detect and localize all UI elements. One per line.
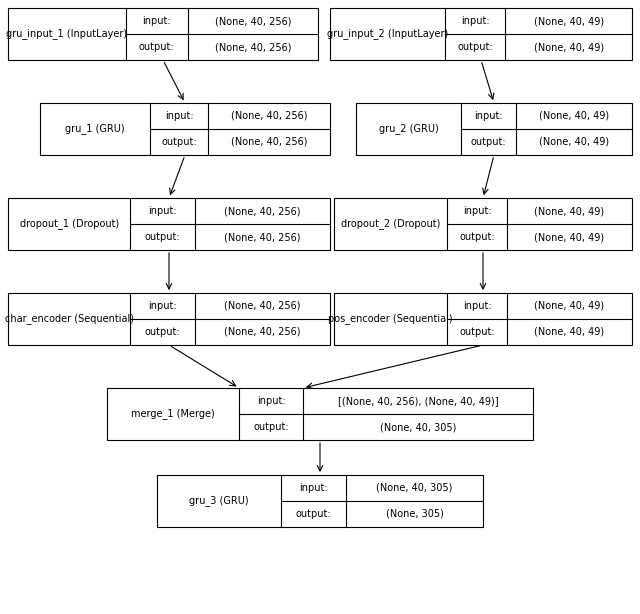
Text: char_encoder (Sequential): char_encoder (Sequential) xyxy=(4,314,134,324)
Text: output:: output: xyxy=(460,232,495,242)
Bar xyxy=(356,103,632,155)
Text: output:: output: xyxy=(161,137,197,147)
Text: merge_1 (Merge): merge_1 (Merge) xyxy=(131,408,215,419)
Text: gru_2 (GRU): gru_2 (GRU) xyxy=(379,123,438,134)
Text: (None, 40, 49): (None, 40, 49) xyxy=(534,16,604,26)
Text: dropout_1 (Dropout): dropout_1 (Dropout) xyxy=(20,219,119,230)
Text: output:: output: xyxy=(296,509,332,519)
Text: input:: input: xyxy=(461,16,489,26)
Bar xyxy=(107,388,533,440)
Text: (None, 40, 49): (None, 40, 49) xyxy=(534,327,605,337)
Text: input:: input: xyxy=(463,301,492,311)
Text: input:: input: xyxy=(299,483,328,493)
Text: gru_3 (GRU): gru_3 (GRU) xyxy=(189,495,249,507)
Bar xyxy=(8,8,318,60)
Text: input:: input: xyxy=(463,206,492,216)
Text: output:: output: xyxy=(145,232,180,242)
Text: input:: input: xyxy=(148,206,177,216)
Text: (None, 40, 305): (None, 40, 305) xyxy=(380,422,456,432)
Text: input:: input: xyxy=(257,396,285,406)
Text: input:: input: xyxy=(474,111,503,121)
Text: (None, 40, 305): (None, 40, 305) xyxy=(376,483,452,493)
Bar xyxy=(40,103,330,155)
Text: (None, 40, 49): (None, 40, 49) xyxy=(539,137,609,147)
Text: gru_input_2 (InputLayer): gru_input_2 (InputLayer) xyxy=(327,28,448,39)
Text: dropout_2 (Dropout): dropout_2 (Dropout) xyxy=(341,219,440,230)
Text: input:: input: xyxy=(165,111,193,121)
Text: output:: output: xyxy=(253,422,289,432)
Text: (None, 40, 49): (None, 40, 49) xyxy=(534,42,604,52)
Text: (None, 305): (None, 305) xyxy=(386,509,444,519)
Text: pos_encoder (Sequential): pos_encoder (Sequential) xyxy=(328,314,453,324)
Bar xyxy=(330,8,632,60)
Text: (None, 40, 256): (None, 40, 256) xyxy=(224,206,301,216)
Text: (None, 40, 256): (None, 40, 256) xyxy=(224,232,301,242)
Text: [(None, 40, 256), (None, 40, 49)]: [(None, 40, 256), (None, 40, 49)] xyxy=(338,396,499,406)
Text: output:: output: xyxy=(457,42,493,52)
Text: input:: input: xyxy=(143,16,171,26)
Text: (None, 40, 49): (None, 40, 49) xyxy=(534,232,605,242)
Text: (None, 40, 256): (None, 40, 256) xyxy=(214,16,291,26)
Text: output:: output: xyxy=(470,137,506,147)
Text: (None, 40, 49): (None, 40, 49) xyxy=(539,111,609,121)
Text: (None, 40, 256): (None, 40, 256) xyxy=(224,301,301,311)
Text: (None, 40, 256): (None, 40, 256) xyxy=(231,111,307,121)
Text: (None, 40, 49): (None, 40, 49) xyxy=(534,301,605,311)
Text: (None, 40, 256): (None, 40, 256) xyxy=(231,137,307,147)
Text: (None, 40, 256): (None, 40, 256) xyxy=(214,42,291,52)
Bar xyxy=(334,293,632,345)
Bar xyxy=(334,198,632,250)
Bar xyxy=(157,475,483,527)
Bar xyxy=(8,293,330,345)
Text: output:: output: xyxy=(145,327,180,337)
Text: (None, 40, 256): (None, 40, 256) xyxy=(224,327,301,337)
Bar xyxy=(8,198,330,250)
Text: output:: output: xyxy=(139,42,175,52)
Text: output:: output: xyxy=(460,327,495,337)
Text: (None, 40, 49): (None, 40, 49) xyxy=(534,206,605,216)
Text: gru_1 (GRU): gru_1 (GRU) xyxy=(65,123,125,134)
Text: input:: input: xyxy=(148,301,177,311)
Text: gru_input_1 (InputLayer): gru_input_1 (InputLayer) xyxy=(6,28,127,39)
